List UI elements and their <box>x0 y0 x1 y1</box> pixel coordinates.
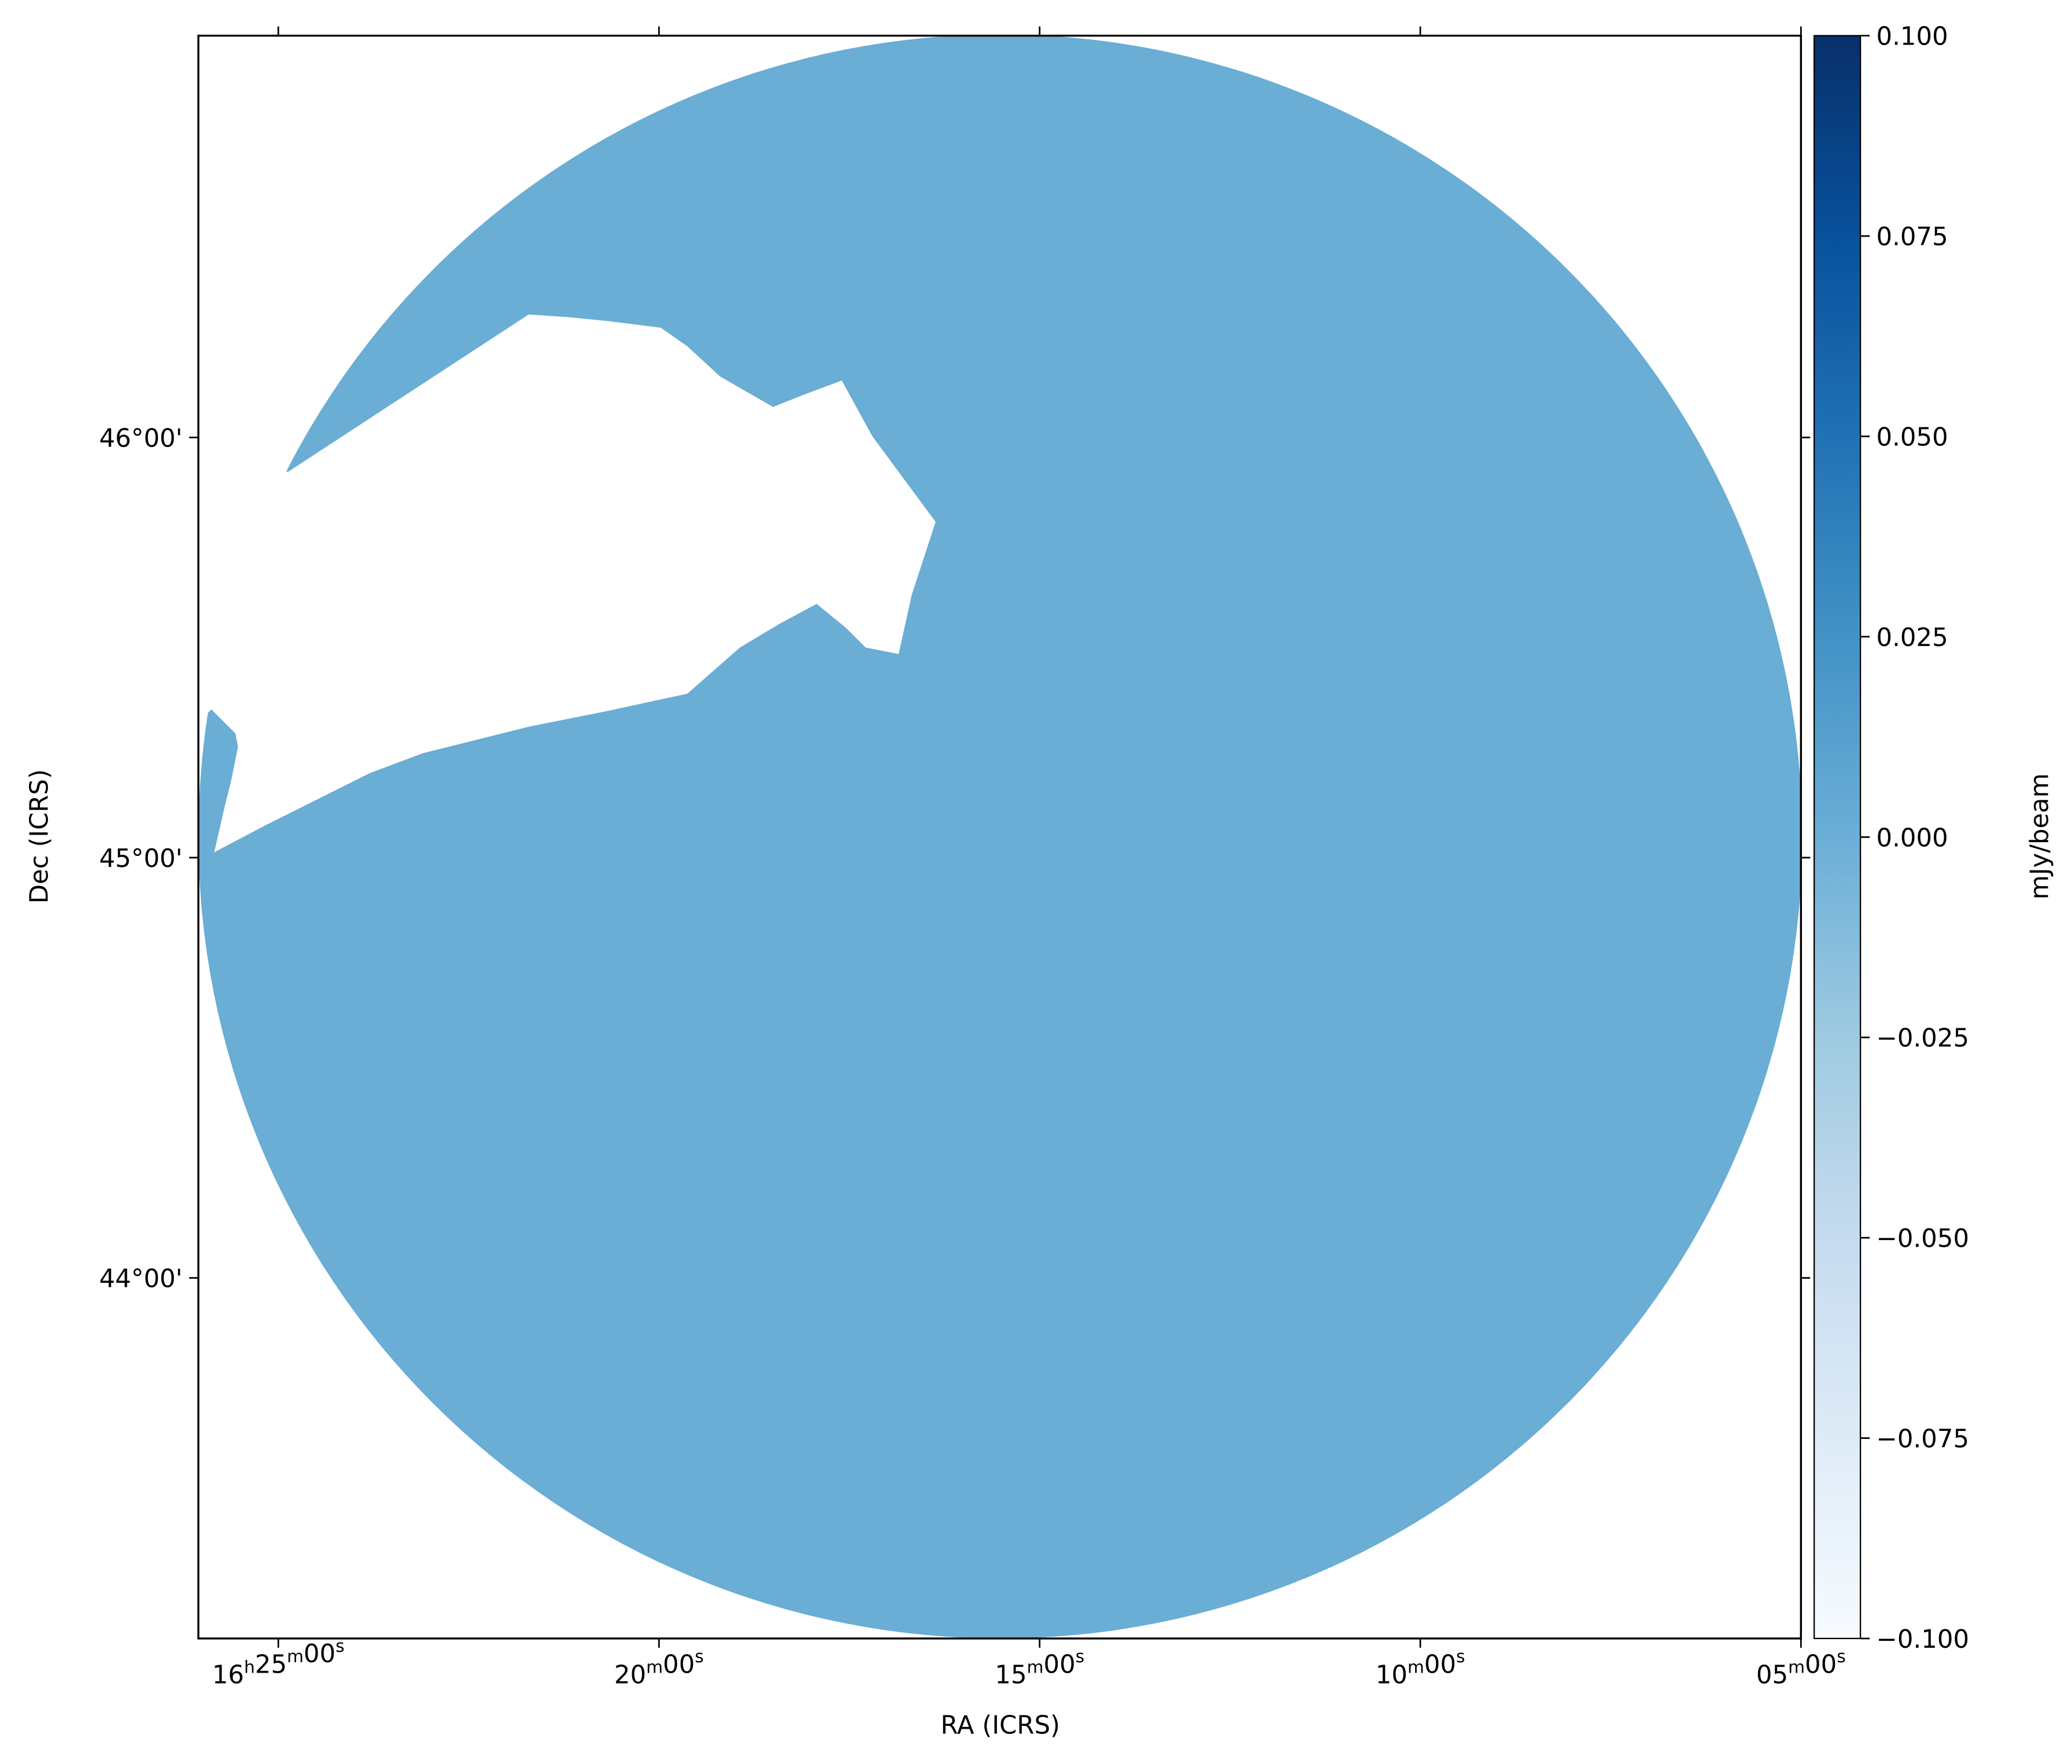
colorbar-tick-label: 0.000 <box>1877 824 1948 853</box>
y-tick-label: 44°00' <box>99 1265 183 1294</box>
y-tick-label: 45°00' <box>99 844 183 873</box>
masked-region <box>198 314 936 853</box>
colorbar <box>1814 35 1862 1640</box>
x-tick-label: 05m00s <box>1756 1647 1846 1690</box>
colorbar-tick-label: 0.050 <box>1877 423 1948 452</box>
colorbar-tick-label: 0.100 <box>1877 23 1948 51</box>
x-tick-label: 10m00s <box>1376 1647 1465 1690</box>
colorbar-tick-label: 0.075 <box>1877 223 1948 252</box>
colorbar-tick-label: −0.025 <box>1877 1024 1970 1053</box>
x-tick-label: 15m00s <box>995 1647 1084 1690</box>
colorbar-tick-label: 0.025 <box>1877 623 1948 652</box>
colorbar-tick-label: −0.100 <box>1877 1625 1970 1654</box>
sky-image <box>198 35 1801 1638</box>
x-tick-label: 20m00s <box>614 1647 704 1690</box>
frame <box>197 34 1803 1640</box>
colorbar-tick-label: −0.050 <box>1877 1224 1970 1253</box>
image-area <box>198 35 1801 1638</box>
x-tick-label: 16h25m00s <box>212 1636 345 1690</box>
y-tick-label: 46°00' <box>99 424 183 453</box>
y-axis-label: Dec (ICRS) <box>25 769 54 903</box>
x-axis-label: RA (ICRS) <box>941 1711 1061 1740</box>
colorbar-label: mJy/beam <box>2026 773 2055 899</box>
colorbar-tick-label: −0.075 <box>1877 1425 1970 1454</box>
